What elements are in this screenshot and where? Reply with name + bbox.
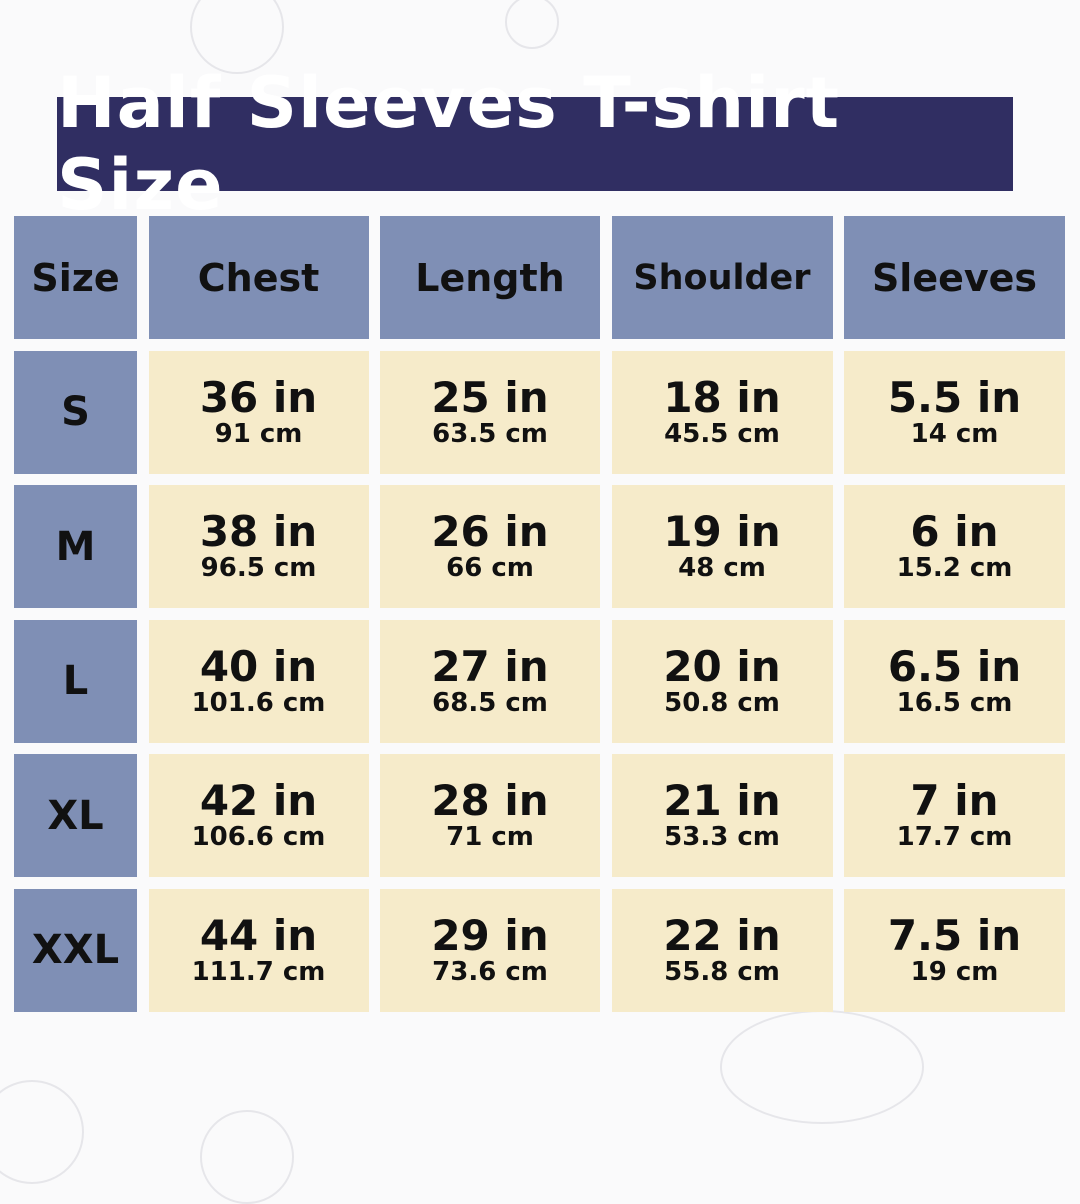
measurement-cell: 19 in 48 cm xyxy=(611,485,833,608)
inches-value: 5.5 in xyxy=(887,372,1022,422)
cm-value: 63.5 cm xyxy=(432,418,548,449)
inches-value: 19 in xyxy=(663,507,781,557)
measurement-cell: 44 in 111.7 cm xyxy=(148,888,369,1012)
yarn-ball-decoration xyxy=(200,1110,294,1204)
inches-value: 21 in xyxy=(663,776,781,826)
inches-value: 20 in xyxy=(663,641,781,691)
measurement-cell: 6 in 15.2 cm xyxy=(844,485,1065,608)
measurement-cell: 42 in 106.6 cm xyxy=(148,754,369,877)
cm-value: 66 cm xyxy=(446,553,534,584)
inches-value: 25 in xyxy=(431,372,549,422)
inches-value: 29 in xyxy=(431,910,549,960)
cm-value: 91 cm xyxy=(214,418,303,449)
inches-value: 22 in xyxy=(663,910,781,960)
header-sleeves: Sleeves xyxy=(844,216,1065,339)
measurement-cell: 26 in 66 cm xyxy=(380,485,600,608)
page-title: Half Sleeves T-shirt Size xyxy=(57,62,1013,226)
yarn-ball-decoration xyxy=(0,1080,84,1184)
cm-value: 50.8 cm xyxy=(664,687,780,718)
measurement-cell: 27 in 68.5 cm xyxy=(380,619,600,743)
inches-value: 44 in xyxy=(199,910,318,960)
measurement-cell: 25 in 63.5 cm xyxy=(380,350,600,474)
cm-value: 15.2 cm xyxy=(896,553,1013,584)
inches-value: 26 in xyxy=(431,507,549,557)
measurement-cell: 28 in 71 cm xyxy=(380,754,600,877)
sheep-decoration xyxy=(720,1010,924,1124)
cm-value: 48 cm xyxy=(678,553,766,584)
cm-value: 96.5 cm xyxy=(200,553,317,584)
cm-value: 17.7 cm xyxy=(896,822,1013,853)
inches-value: 36 in xyxy=(199,372,318,422)
size-label: M xyxy=(14,485,137,608)
inches-value: 7 in xyxy=(910,776,999,826)
size-label: S xyxy=(14,350,137,474)
measurement-cell: 20 in 50.8 cm xyxy=(611,619,833,743)
measurement-cell: 38 in 96.5 cm xyxy=(148,485,369,608)
measurement-cell: 29 in 73.6 cm xyxy=(380,888,600,1012)
inches-value: 7.5 in xyxy=(887,910,1022,960)
measurement-cell: 18 in 45.5 cm xyxy=(611,350,833,474)
cm-value: 73.6 cm xyxy=(432,956,548,987)
inches-value: 6 in xyxy=(910,507,999,557)
measurement-cell: 22 in 55.8 cm xyxy=(611,888,833,1012)
size-table: Size Chest Length Shoulder Sleeves S 36 i… xyxy=(14,216,1065,1012)
button-decoration xyxy=(505,0,559,49)
cm-value: 101.6 cm xyxy=(191,687,326,718)
measurement-cell: 7.5 in 19 cm xyxy=(844,888,1065,1012)
cm-value: 45.5 cm xyxy=(664,418,780,449)
inches-value: 18 in xyxy=(663,372,781,422)
cm-value: 111.7 cm xyxy=(191,956,326,987)
cm-value: 55.8 cm xyxy=(664,956,780,987)
inches-value: 42 in xyxy=(199,776,318,826)
measurement-cell: 6.5 in 16.5 cm xyxy=(844,619,1065,743)
header-length: Length xyxy=(380,216,600,339)
size-label: XL xyxy=(14,754,137,877)
measurement-cell: 40 in 101.6 cm xyxy=(148,619,369,743)
cm-value: 14 cm xyxy=(910,418,999,449)
cm-value: 19 cm xyxy=(910,956,999,987)
size-label: XXL xyxy=(14,888,137,1012)
size-label: L xyxy=(14,619,137,743)
inches-value: 6.5 in xyxy=(887,641,1022,691)
header-chest: Chest xyxy=(148,216,369,339)
cm-value: 16.5 cm xyxy=(896,687,1013,718)
inches-value: 27 in xyxy=(431,641,549,691)
cm-value: 53.3 cm xyxy=(664,822,780,853)
measurement-cell: 5.5 in 14 cm xyxy=(844,350,1065,474)
measurement-cell: 7 in 17.7 cm xyxy=(844,754,1065,877)
inches-value: 40 in xyxy=(199,641,318,691)
measurement-cell: 21 in 53.3 cm xyxy=(611,754,833,877)
measurement-cell: 36 in 91 cm xyxy=(148,350,369,474)
cm-value: 68.5 cm xyxy=(432,687,548,718)
inches-value: 38 in xyxy=(199,507,318,557)
header-shoulder: Shoulder xyxy=(611,216,833,339)
cm-value: 106.6 cm xyxy=(191,822,326,853)
cm-value: 71 cm xyxy=(446,822,534,853)
header-size: Size xyxy=(14,216,137,339)
inches-value: 28 in xyxy=(431,776,549,826)
